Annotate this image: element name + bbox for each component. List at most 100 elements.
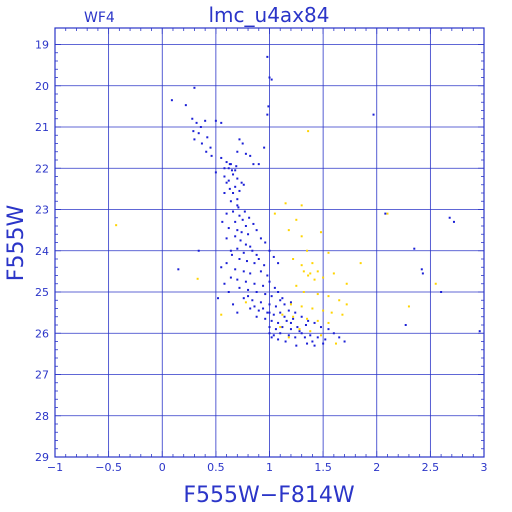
faint-star-point: [307, 130, 310, 133]
star-point: [227, 167, 230, 170]
star-point: [247, 288, 250, 291]
star-point: [241, 218, 244, 221]
star-point: [225, 212, 228, 215]
star-point: [242, 270, 245, 273]
tick-marks: [54, 28, 485, 458]
star-point: [237, 206, 240, 209]
star-point: [264, 241, 267, 244]
star-point: [324, 338, 327, 341]
faint-star-point: [287, 229, 290, 232]
star-point: [238, 138, 241, 141]
star-point: [240, 181, 243, 184]
star-point: [262, 307, 265, 310]
faint-star-point: [300, 204, 303, 207]
star-point: [279, 311, 282, 314]
star-point: [259, 237, 262, 240]
star-point: [448, 216, 451, 219]
star-point: [244, 152, 247, 155]
star-point: [279, 299, 282, 302]
y-tick-label: 22: [35, 162, 49, 175]
star-point: [281, 326, 284, 329]
y-tick-label: 29: [35, 451, 49, 464]
star-point: [266, 55, 269, 58]
star-point: [268, 326, 271, 329]
x-tick-label: 3: [481, 461, 488, 474]
star-point: [259, 270, 262, 273]
star-point: [251, 299, 254, 302]
star-point: [252, 222, 255, 225]
faint-star-point: [345, 303, 348, 306]
star-point: [234, 220, 237, 223]
star-point: [300, 332, 303, 335]
star-point: [343, 340, 346, 343]
star-point: [289, 321, 292, 324]
faint-star-point: [434, 282, 437, 285]
star-point: [223, 167, 226, 170]
faint-star-point: [295, 284, 298, 287]
star-point: [229, 163, 232, 166]
star-point: [270, 319, 273, 322]
star-point: [285, 319, 288, 322]
star-point: [177, 268, 180, 271]
faint-star-point: [386, 212, 389, 215]
star-point: [232, 210, 235, 213]
faint-star-point: [341, 313, 344, 316]
faint-star-point: [115, 224, 118, 227]
faint-star-point: [300, 235, 303, 238]
star-point: [236, 278, 239, 281]
star-point: [253, 305, 256, 308]
faint-star-point: [407, 305, 410, 308]
faint-star-point: [220, 313, 223, 316]
star-point: [263, 146, 266, 149]
y-tick-labels: 19 20 21 22 23 24 25 26 27 28 29: [35, 39, 49, 465]
star-point: [223, 282, 226, 285]
faint-star-point: [300, 305, 303, 308]
faint-star-point: [345, 282, 348, 285]
faint-star-point: [306, 249, 309, 252]
star-point: [214, 119, 217, 122]
star-point: [257, 163, 260, 166]
star-point: [234, 185, 237, 188]
star-point: [193, 138, 196, 141]
y-tick-label: 25: [35, 286, 49, 299]
y-tick-label: 20: [35, 80, 49, 93]
faint-star-point: [316, 270, 319, 273]
star-point: [242, 297, 245, 300]
star-point: [264, 293, 267, 296]
star-point: [225, 161, 228, 164]
star-point: [210, 154, 213, 157]
faint-star-point: [281, 313, 284, 316]
star-point: [240, 231, 243, 234]
star-point: [311, 340, 314, 343]
faint-star-point: [284, 202, 287, 205]
star-point: [248, 216, 251, 219]
star-point: [197, 132, 200, 135]
star-point: [205, 150, 208, 153]
faint-star-point: [273, 212, 276, 215]
star-point: [268, 249, 271, 252]
star-point: [300, 315, 303, 318]
faint-star-point: [359, 262, 362, 265]
faint-star-point: [295, 218, 298, 221]
star-point: [292, 317, 295, 320]
faint-star-point: [311, 262, 314, 265]
x-tick-label: 0.5: [207, 461, 225, 474]
star-point: [220, 121, 223, 124]
star-point: [244, 243, 247, 246]
star-point: [230, 169, 233, 172]
x-tick-label: 1: [266, 461, 273, 474]
star-point: [255, 315, 258, 318]
star-point: [274, 328, 277, 331]
star-point: [244, 225, 247, 227]
star-point: [327, 328, 330, 331]
star-point: [238, 286, 241, 289]
star-point: [238, 189, 241, 192]
faint-star-point: [316, 293, 319, 296]
star-point: [266, 311, 269, 314]
star-point: [277, 338, 280, 341]
star-point: [220, 266, 223, 269]
star-point: [193, 86, 196, 89]
star-point: [384, 212, 387, 215]
star-point: [242, 251, 245, 254]
star-point: [316, 336, 319, 339]
